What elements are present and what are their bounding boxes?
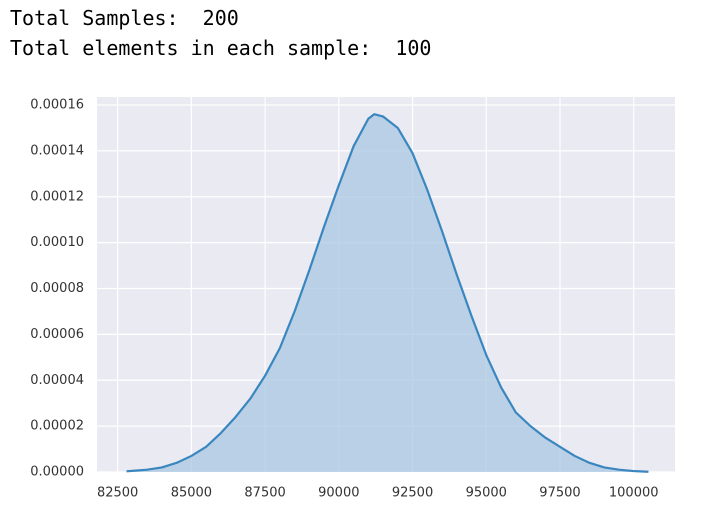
x-tick-label: 100000 xyxy=(609,486,659,501)
y-tick-label: 0.00006 xyxy=(30,327,84,342)
output-line: Total Samples: 200 xyxy=(10,6,239,30)
y-tick-label: 0.00012 xyxy=(30,189,84,204)
y-tick-label: 0.00016 xyxy=(30,98,84,113)
y-tick-label: 0.00002 xyxy=(30,419,84,434)
x-tick-label: 85000 xyxy=(171,486,212,501)
y-tick-label: 0.00010 xyxy=(30,235,84,250)
kde-area xyxy=(126,114,649,472)
chart: 0.00000 0.00002 0.00004 0.00006 0.00008 0.000… xyxy=(30,97,675,501)
y-tick-label: 0.00004 xyxy=(30,373,84,388)
output-line: Total elements in each sample: 100 xyxy=(10,36,432,60)
x-tick-label: 87500 xyxy=(244,486,285,501)
x-tick-label: 90000 xyxy=(318,486,359,501)
x-tick-label: 97500 xyxy=(539,486,580,501)
x-tick-label: 82500 xyxy=(97,486,138,501)
x-tick-label: 92500 xyxy=(392,486,433,501)
x-tick-label: 95000 xyxy=(466,486,507,501)
y-tick-label: 0.00014 xyxy=(30,143,84,158)
y-tick-label: 0.00000 xyxy=(30,465,84,480)
kde-line xyxy=(126,113,649,473)
y-tick-label: 0.00008 xyxy=(30,281,84,296)
